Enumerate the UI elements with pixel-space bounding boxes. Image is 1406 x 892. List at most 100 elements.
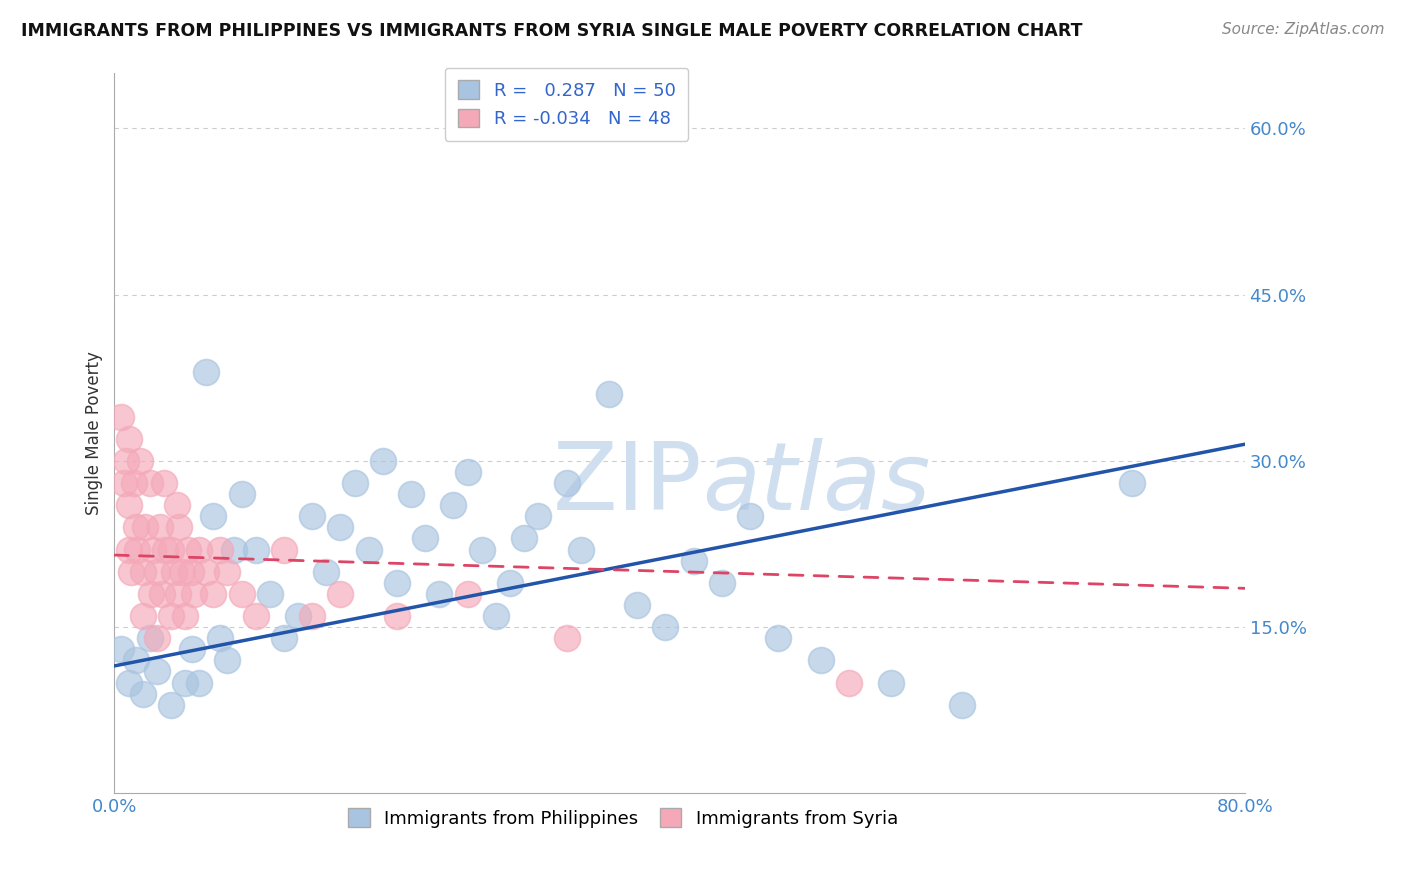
Point — [1121, 476, 1143, 491]
Point — [149, 520, 172, 534]
Point — [231, 587, 253, 601]
Point — [371, 454, 394, 468]
Point — [427, 587, 450, 601]
Point — [810, 653, 832, 667]
Point — [527, 509, 550, 524]
Point — [146, 631, 169, 645]
Point — [146, 665, 169, 679]
Point — [413, 532, 436, 546]
Point — [110, 642, 132, 657]
Point — [172, 565, 194, 579]
Point — [117, 675, 139, 690]
Point — [301, 509, 323, 524]
Text: atlas: atlas — [702, 438, 931, 529]
Point — [385, 575, 408, 590]
Point — [245, 542, 267, 557]
Point — [120, 565, 142, 579]
Point — [117, 498, 139, 512]
Point — [259, 587, 281, 601]
Point — [287, 609, 309, 624]
Point — [315, 565, 337, 579]
Point — [138, 476, 160, 491]
Point — [654, 620, 676, 634]
Point — [202, 587, 225, 601]
Point — [112, 476, 135, 491]
Point — [457, 465, 479, 479]
Point — [163, 565, 186, 579]
Point — [177, 542, 200, 557]
Text: Source: ZipAtlas.com: Source: ZipAtlas.com — [1222, 22, 1385, 37]
Point — [710, 575, 733, 590]
Point — [513, 532, 536, 546]
Point — [131, 565, 153, 579]
Point — [343, 476, 366, 491]
Point — [142, 542, 165, 557]
Point — [114, 454, 136, 468]
Point — [682, 553, 704, 567]
Point — [134, 520, 156, 534]
Y-axis label: Single Male Poverty: Single Male Poverty — [86, 351, 103, 515]
Point — [124, 653, 146, 667]
Point — [110, 409, 132, 424]
Point — [273, 631, 295, 645]
Point — [217, 565, 239, 579]
Point — [385, 609, 408, 624]
Point — [329, 520, 352, 534]
Point — [131, 687, 153, 701]
Point — [160, 542, 183, 557]
Point — [838, 675, 860, 690]
Point — [273, 542, 295, 557]
Point — [245, 609, 267, 624]
Point — [880, 675, 903, 690]
Point — [155, 542, 177, 557]
Text: IMMIGRANTS FROM PHILIPPINES VS IMMIGRANTS FROM SYRIA SINGLE MALE POVERTY CORRELA: IMMIGRANTS FROM PHILIPPINES VS IMMIGRANT… — [21, 22, 1083, 40]
Point — [117, 542, 139, 557]
Point — [183, 587, 205, 601]
Point — [180, 565, 202, 579]
Point — [125, 542, 148, 557]
Point — [195, 365, 218, 379]
Point — [569, 542, 592, 557]
Point — [301, 609, 323, 624]
Point — [224, 542, 246, 557]
Point — [124, 520, 146, 534]
Point — [174, 609, 197, 624]
Point — [357, 542, 380, 557]
Point — [740, 509, 762, 524]
Point — [166, 498, 188, 512]
Point — [457, 587, 479, 601]
Point — [598, 387, 620, 401]
Point — [160, 698, 183, 712]
Point — [138, 631, 160, 645]
Point — [471, 542, 494, 557]
Point — [485, 609, 508, 624]
Point — [443, 498, 465, 512]
Point — [950, 698, 973, 712]
Point — [188, 675, 211, 690]
Point — [555, 631, 578, 645]
Point — [181, 642, 204, 657]
Point — [117, 432, 139, 446]
Point — [160, 609, 183, 624]
Point — [146, 565, 169, 579]
Point — [167, 587, 190, 601]
Point — [122, 476, 145, 491]
Point — [209, 542, 232, 557]
Point — [152, 587, 174, 601]
Point — [217, 653, 239, 667]
Point — [188, 542, 211, 557]
Point — [128, 454, 150, 468]
Point — [202, 509, 225, 524]
Point — [329, 587, 352, 601]
Point — [231, 487, 253, 501]
Point — [169, 520, 191, 534]
Point — [499, 575, 522, 590]
Point — [768, 631, 790, 645]
Point — [209, 631, 232, 645]
Legend: Immigrants from Philippines, Immigrants from Syria: Immigrants from Philippines, Immigrants … — [340, 801, 905, 835]
Point — [399, 487, 422, 501]
Point — [139, 587, 162, 601]
Point — [626, 598, 648, 612]
Point — [195, 565, 218, 579]
Point — [131, 609, 153, 624]
